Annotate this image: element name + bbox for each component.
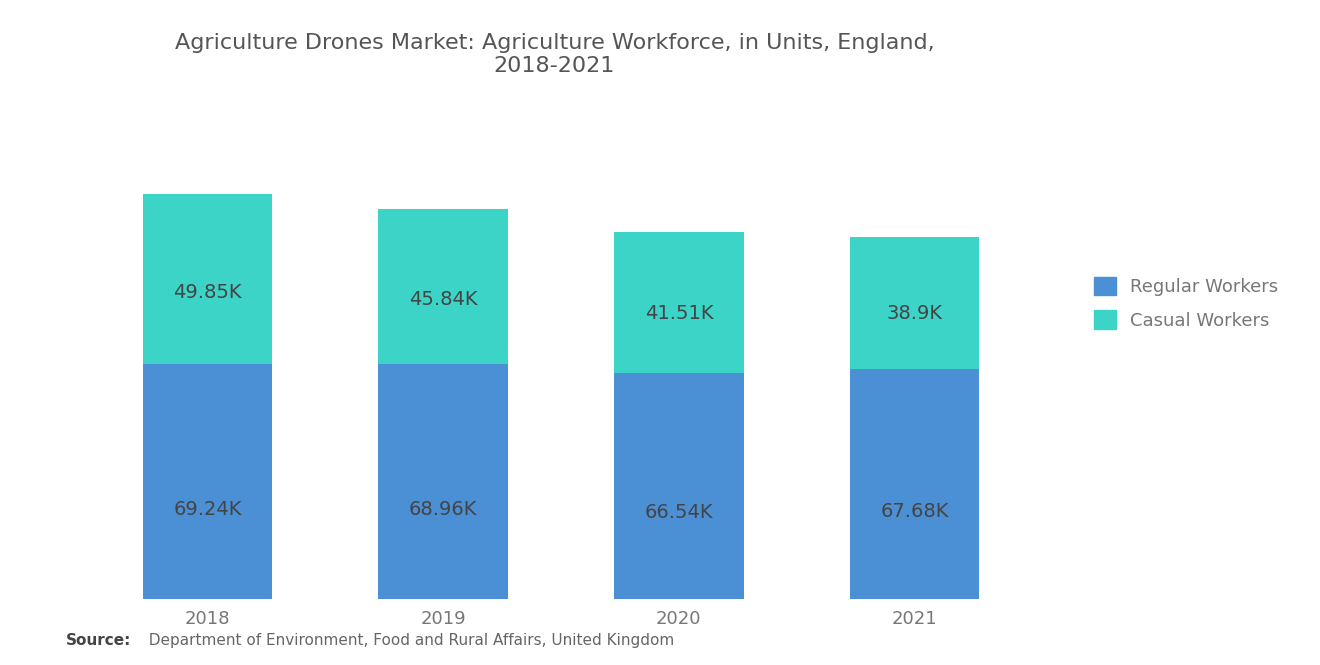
Text: 41.51K: 41.51K [644,304,713,323]
Bar [850,369,979,598]
Bar [143,194,272,364]
Bar [379,209,508,364]
Text: 49.85K: 49.85K [173,283,242,302]
Text: Agriculture Drones Market: Agriculture Workforce, in Units, England,
2018-2021: Agriculture Drones Market: Agriculture W… [174,33,935,76]
Bar [379,364,508,598]
Text: 67.68K: 67.68K [880,501,949,521]
Text: 66.54K: 66.54K [644,503,713,522]
Text: 69.24K: 69.24K [173,499,242,519]
Bar [143,364,272,598]
Bar [614,232,743,372]
Text: 38.9K: 38.9K [887,304,942,323]
Text: 45.84K: 45.84K [409,290,478,309]
Legend: Regular Workers, Casual Workers: Regular Workers, Casual Workers [1085,267,1287,339]
Text: Department of Environment, Food and Rural Affairs, United Kingdom: Department of Environment, Food and Rura… [139,633,673,648]
Bar [614,372,743,598]
Text: 68.96K: 68.96K [409,500,478,519]
Text: Source:: Source: [66,633,132,648]
Bar [850,237,979,369]
